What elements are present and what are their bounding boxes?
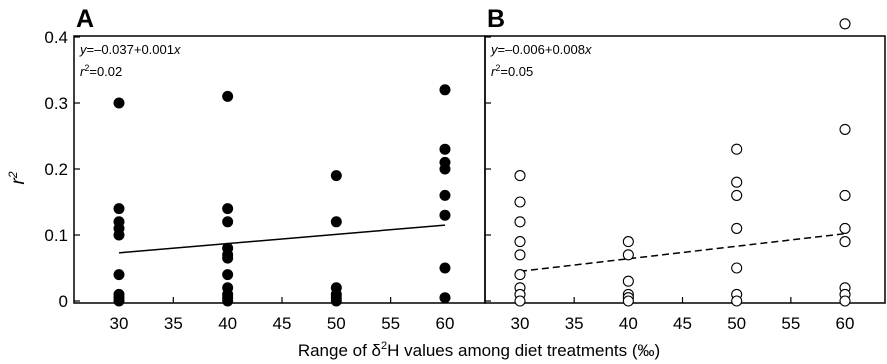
- panel-b-data-point: [622, 236, 634, 248]
- panel-a-x-tick-label: 45: [273, 314, 292, 333]
- panel-a-x-tick-label: 35: [164, 314, 183, 333]
- panel-a-data-point: [330, 295, 342, 307]
- y-axis-label: r2: [6, 171, 29, 184]
- panel-b-data-point: [839, 18, 851, 30]
- panel-b-data-point: [839, 222, 851, 234]
- panel-a-letter: A: [76, 5, 94, 33]
- panel-b-data-point: [514, 236, 526, 248]
- panel-a-fit-line: [118, 224, 446, 254]
- panel-b-data-point: [839, 123, 851, 135]
- y-tick-label: 0.3: [44, 94, 68, 113]
- x-axis-label: Range of δ2H values among diet treatment…: [298, 340, 660, 360]
- panel-a-equation: y=–0.037+0.001x: [79, 42, 181, 57]
- panel-b-data-point: [839, 236, 851, 248]
- panel-b-x-tick-label: 55: [781, 314, 800, 333]
- panel-a-data-point: [113, 203, 125, 215]
- panel-b-data-point: [514, 249, 526, 261]
- panel-b-data-point: [622, 295, 634, 307]
- panel-b-fit-line: [519, 232, 846, 273]
- panel-a-data-point: [113, 229, 125, 241]
- panel-b-data-point: [514, 269, 526, 281]
- panel-b-frame: [484, 35, 886, 304]
- panel-a-data-point: [113, 269, 125, 281]
- panel-b-x-tick-label: 45: [673, 314, 692, 333]
- panel-b-equation: y=–0.006+0.008x: [490, 42, 592, 57]
- panel-a-x-tick-label: 50: [327, 314, 346, 333]
- panel-a-data-point: [439, 84, 451, 96]
- panel-b-x-tick-label: 50: [727, 314, 746, 333]
- panel-a-x-tick-label: 30: [110, 314, 129, 333]
- panel-a-data-point: [113, 295, 125, 307]
- panel-a-data-point: [222, 252, 234, 264]
- panel-a-data-point: [222, 216, 234, 228]
- panel-b-data-point: [731, 222, 743, 234]
- panel-b-data-point: [514, 196, 526, 208]
- panel-b-x-tick-label: 30: [511, 314, 530, 333]
- y-tick-label: 0.4: [44, 28, 68, 47]
- panel-b-data-point: [731, 176, 743, 188]
- panel-a-data-point: [222, 295, 234, 307]
- panel-a-data-point: [330, 216, 342, 228]
- y-tick-label: 0.1: [44, 226, 68, 245]
- panel-b-data-point: [731, 295, 743, 307]
- panel-b-letter: B: [487, 5, 505, 33]
- panel-b-data-point: [622, 275, 634, 287]
- panel-b-data-point: [839, 189, 851, 201]
- panel-b-data-point: [514, 170, 526, 182]
- panel-a-data-point: [439, 209, 451, 221]
- panel-b-data-point: [731, 189, 743, 201]
- panel-a-r-squared: r2=0.02: [80, 63, 122, 79]
- panel-a-data-point: [439, 163, 451, 175]
- panel-b-data-point: [839, 295, 851, 307]
- panel-b-data-point: [514, 216, 526, 228]
- panel-a-data-point: [439, 143, 451, 155]
- panel-b-x-tick-label: 40: [619, 314, 638, 333]
- panel-a-data-point: [439, 189, 451, 201]
- panel-a-x-tick-label: 55: [381, 314, 400, 333]
- panel-b-x-tick-label: 35: [565, 314, 584, 333]
- panel-a-data-point: [439, 262, 451, 274]
- panel-a-data-point: [222, 90, 234, 102]
- panel-a-frame: [73, 35, 486, 304]
- panel-a-data-point: [439, 292, 451, 304]
- panel-a-data-point: [222, 269, 234, 281]
- panel-b-data-point: [731, 262, 743, 274]
- panel-a-x-tick-label: 40: [218, 314, 237, 333]
- panel-b-data-point: [622, 249, 634, 261]
- panel-a-x-tick-label: 60: [436, 314, 455, 333]
- panel-b-data-point: [731, 143, 743, 155]
- panel-a-data-point: [330, 170, 342, 182]
- panel-a-data-point: [113, 97, 125, 109]
- y-tick-label: 0.2: [44, 160, 68, 179]
- panel-b-data-point: [514, 295, 526, 307]
- y-tick-label: 0: [59, 292, 68, 311]
- panel-b-x-tick-label: 60: [836, 314, 855, 333]
- panel-a-data-point: [222, 203, 234, 215]
- panel-b-r-squared: r2=0.05: [491, 63, 533, 79]
